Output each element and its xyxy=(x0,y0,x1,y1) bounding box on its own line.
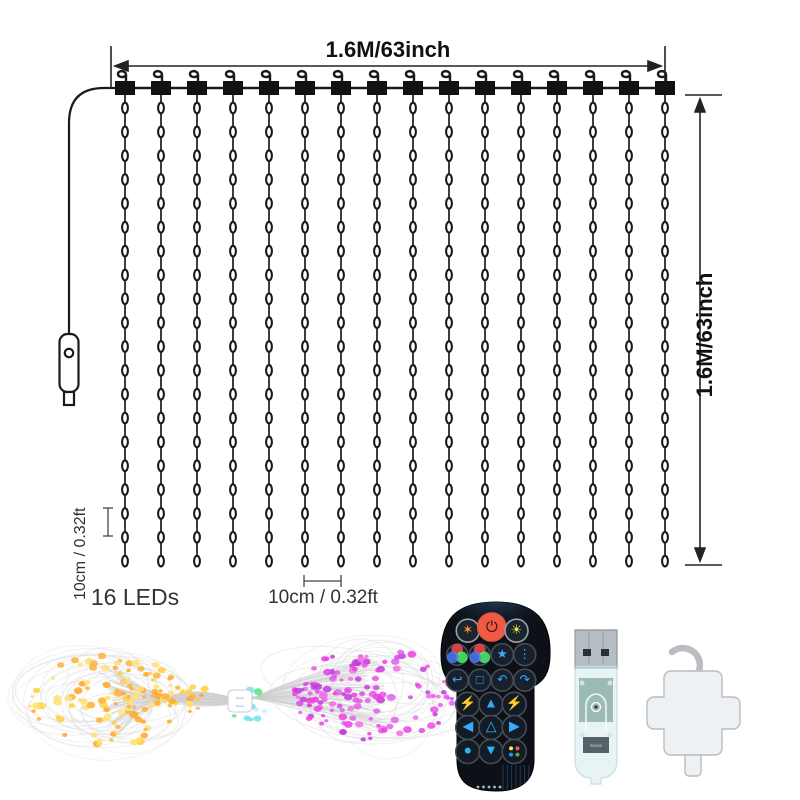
svg-text:▲: ▲ xyxy=(484,696,498,711)
svg-text:Zeuko: Zeuko xyxy=(236,704,245,708)
svg-text:☀: ☀ xyxy=(511,622,523,637)
svg-text:▼: ▼ xyxy=(484,743,498,758)
svg-text:10cm / 0.32ft: 10cm / 0.32ft xyxy=(268,587,379,608)
svg-text:⚡: ⚡ xyxy=(459,695,476,712)
svg-text:□: □ xyxy=(476,672,484,686)
svg-text:△: △ xyxy=(486,719,497,734)
svg-text:⚡: ⚡ xyxy=(506,695,523,712)
svg-text:⏻: ⏻ xyxy=(486,619,498,636)
svg-text:●: ● xyxy=(464,743,472,758)
svg-text:10cm / 0.32ft: 10cm / 0.32ft xyxy=(72,507,89,600)
svg-text:↩: ↩ xyxy=(452,672,463,686)
svg-text:▶: ▶ xyxy=(509,719,520,734)
svg-text:1.6M/63inch: 1.6M/63inch xyxy=(692,273,717,398)
svg-text:↷: ↷ xyxy=(519,672,530,686)
svg-text:16 LEDs: 16 LEDs xyxy=(91,584,179,610)
svg-text:↶: ↶ xyxy=(497,672,508,686)
svg-text:1.6M/63inch: 1.6M/63inch xyxy=(326,37,451,62)
svg-text:Zeuko: Zeuko xyxy=(236,696,245,700)
svg-text:RX520: RX520 xyxy=(590,743,603,748)
svg-text:◀: ◀ xyxy=(462,719,473,734)
svg-text:★: ★ xyxy=(497,647,508,661)
svg-text:✶: ✶ xyxy=(462,622,473,637)
svg-text:⋮: ⋮ xyxy=(518,647,531,661)
